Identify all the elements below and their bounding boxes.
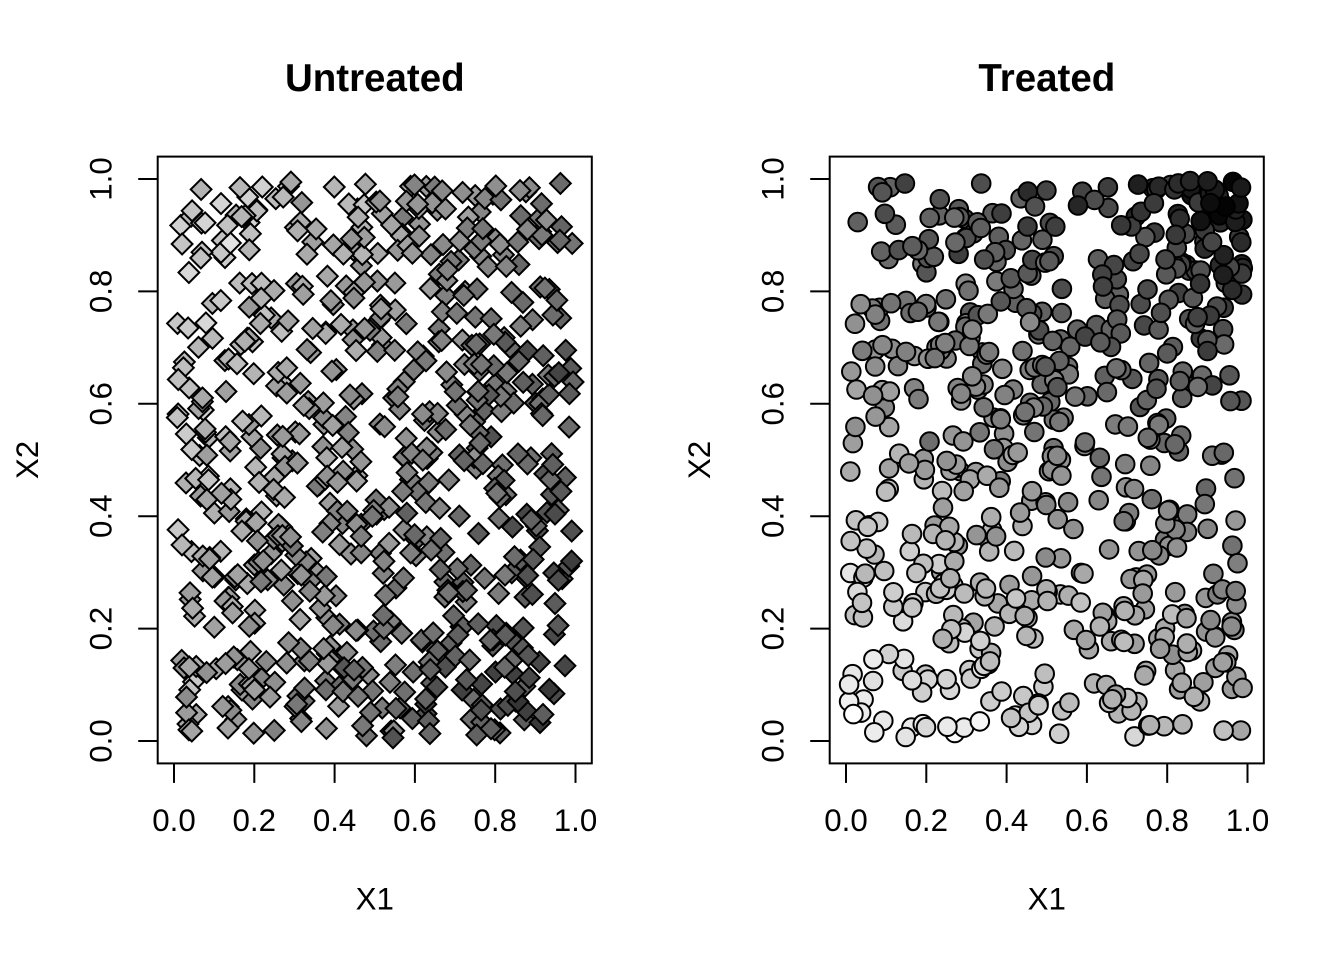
svg-text:0.2: 0.2 <box>905 803 949 838</box>
svg-text:0.2: 0.2 <box>83 607 118 651</box>
svg-text:Treated: Treated <box>978 57 1115 100</box>
svg-text:X1: X1 <box>1028 882 1066 917</box>
svg-text:0.6: 0.6 <box>1065 803 1109 838</box>
svg-text:0.2: 0.2 <box>233 803 277 838</box>
svg-text:0.6: 0.6 <box>83 382 118 426</box>
svg-text:0.8: 0.8 <box>83 270 118 314</box>
svg-text:1.0: 1.0 <box>554 803 598 838</box>
svg-text:0.0: 0.0 <box>824 803 868 838</box>
svg-text:0.4: 0.4 <box>313 803 357 838</box>
svg-text:1.0: 1.0 <box>1226 803 1270 838</box>
svg-text:0.4: 0.4 <box>755 494 790 538</box>
svg-text:X2: X2 <box>682 441 717 479</box>
svg-text:1.0: 1.0 <box>755 157 790 201</box>
svg-text:0.0: 0.0 <box>83 719 118 763</box>
svg-text:X1: X1 <box>356 882 394 917</box>
svg-text:0.2: 0.2 <box>755 607 790 651</box>
svg-text:0.6: 0.6 <box>755 382 790 426</box>
svg-text:0.0: 0.0 <box>152 803 196 838</box>
svg-text:X2: X2 <box>10 441 45 479</box>
svg-text:1.0: 1.0 <box>83 157 118 201</box>
svg-text:0.0: 0.0 <box>755 719 790 763</box>
svg-text:0.6: 0.6 <box>393 803 437 838</box>
svg-text:0.4: 0.4 <box>985 803 1029 838</box>
svg-text:Untreated: Untreated <box>285 57 465 100</box>
svg-text:0.8: 0.8 <box>755 270 790 314</box>
svg-text:0.8: 0.8 <box>473 803 517 838</box>
svg-text:0.4: 0.4 <box>83 494 118 538</box>
svg-text:0.8: 0.8 <box>1145 803 1189 838</box>
